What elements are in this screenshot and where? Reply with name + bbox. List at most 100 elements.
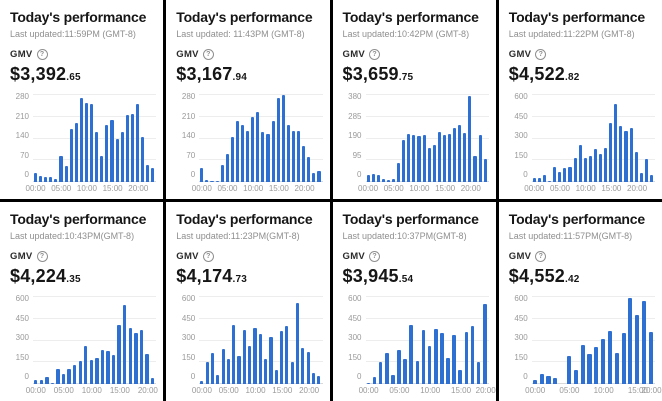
- x-tick-label: 10:00: [243, 184, 264, 193]
- help-icon[interactable]: ?: [535, 250, 547, 262]
- bar: [442, 135, 446, 182]
- x-axis: 00:00 05:00 10:00 15:00 20:00: [26, 184, 156, 195]
- card-title: Today's performance: [508, 9, 645, 25]
- gmv-label: GMV: [176, 48, 199, 60]
- bar: [115, 138, 119, 182]
- y-tick-label: 300: [514, 333, 528, 342]
- bar: [628, 297, 633, 384]
- bar: [72, 365, 77, 384]
- bar: [468, 96, 472, 182]
- help-icon[interactable]: ?: [369, 48, 381, 60]
- last-updated-text: Last updated:11:59PM (GMT-8): [10, 28, 136, 39]
- gmv-cents: .73: [232, 273, 248, 285]
- bar: [566, 356, 572, 384]
- bar: [44, 177, 48, 182]
- y-tick-label: 70: [20, 150, 29, 160]
- x-tick-label: 05:00: [53, 386, 74, 395]
- bar: [150, 378, 155, 384]
- gmv-bar-chart: 600 450 300 150 0 00:00 05:00 10:00 15:00 20:00: [176, 294, 323, 397]
- bar: [532, 177, 536, 182]
- gridline: [33, 383, 157, 384]
- card-title: Today's performance: [10, 211, 147, 227]
- bar: [580, 344, 585, 384]
- gridline: [365, 317, 489, 319]
- bar: [532, 380, 537, 384]
- bar: [248, 346, 252, 384]
- y-tick-label: 380: [348, 92, 362, 101]
- help-icon[interactable]: ?: [535, 48, 547, 60]
- bar: [235, 121, 239, 182]
- help-icon[interactable]: ?: [202, 48, 214, 60]
- x-axis: 00:00 05:00 10:00 15:00 20:00: [359, 386, 496, 397]
- gmv-dollars: $3,945: [342, 265, 399, 286]
- bar: [125, 115, 129, 182]
- bar: [391, 375, 395, 384]
- gridline: [33, 94, 157, 95]
- bar: [89, 360, 93, 384]
- performance-card: Today's performance Last updated:10:42PM…: [332, 0, 496, 199]
- bar: [290, 362, 294, 384]
- y-tick-label: 600: [348, 294, 362, 303]
- help-icon[interactable]: ?: [36, 250, 48, 262]
- x-tick-label: 00:00: [191, 386, 212, 395]
- x-tick-label: 00:00: [25, 184, 46, 193]
- gridline: [199, 94, 323, 95]
- y-tick-label: 0: [357, 170, 362, 179]
- y-axis: 600 450 300 150 0: [176, 294, 199, 384]
- plot-area: [531, 94, 655, 182]
- y-tick-label: 600: [15, 294, 29, 303]
- bar: [634, 152, 638, 182]
- x-tick-label: 05:00: [549, 184, 570, 193]
- bar: [215, 180, 219, 182]
- bar: [464, 331, 469, 384]
- gridline: [531, 159, 655, 161]
- bar: [128, 328, 132, 384]
- bar: [50, 382, 55, 384]
- gridline: [531, 339, 655, 341]
- gmv-value: $3,659.75: [343, 64, 489, 85]
- bar: [427, 346, 432, 384]
- bar: [578, 145, 582, 182]
- x-tick-label: 00:00: [524, 184, 545, 193]
- bar: [421, 329, 426, 384]
- bar: [397, 349, 401, 384]
- bar: [440, 333, 444, 384]
- gridline: [365, 339, 489, 341]
- bar: [200, 168, 204, 182]
- gmv-label: GMV: [508, 48, 532, 60]
- gmv-cents: .75: [398, 71, 414, 83]
- bar: [635, 315, 640, 384]
- x-tick-label: 15:00: [268, 184, 289, 193]
- x-tick-label: 10:00: [575, 184, 596, 193]
- bar: [537, 178, 541, 182]
- y-tick-label: 150: [181, 352, 196, 362]
- x-tick-label: 20:00: [299, 386, 320, 395]
- bar: [417, 136, 421, 182]
- bar: [67, 368, 71, 384]
- bar: [84, 102, 89, 182]
- bar: [135, 104, 139, 182]
- x-tick-label: 15:00: [102, 184, 123, 193]
- bar: [403, 359, 407, 384]
- bar: [220, 164, 224, 182]
- bar: [242, 330, 246, 384]
- gridline: [365, 383, 489, 384]
- help-icon[interactable]: ?: [36, 48, 48, 60]
- gmv-bar-chart: 380 285 190 95 0 00:00 05:00 10:00 15:00 20:00: [343, 92, 489, 195]
- x-tick-label: 00:00: [358, 184, 379, 193]
- y-axis: 600 450 300 150 0: [10, 294, 33, 384]
- help-icon[interactable]: ?: [202, 250, 214, 262]
- bar: [100, 349, 105, 384]
- bar: [200, 381, 204, 384]
- y-tick-label: 150: [348, 352, 362, 362]
- bar: [553, 166, 557, 182]
- gmv-header: GMV ?: [509, 250, 655, 262]
- bar: [402, 139, 406, 182]
- bar: [593, 148, 597, 182]
- bar: [607, 331, 612, 384]
- y-tick-label: 150: [15, 352, 29, 362]
- bar: [366, 175, 370, 182]
- bar: [458, 369, 463, 384]
- help-icon[interactable]: ?: [369, 250, 381, 262]
- y-axis: 280 210 140 70 0: [10, 92, 33, 182]
